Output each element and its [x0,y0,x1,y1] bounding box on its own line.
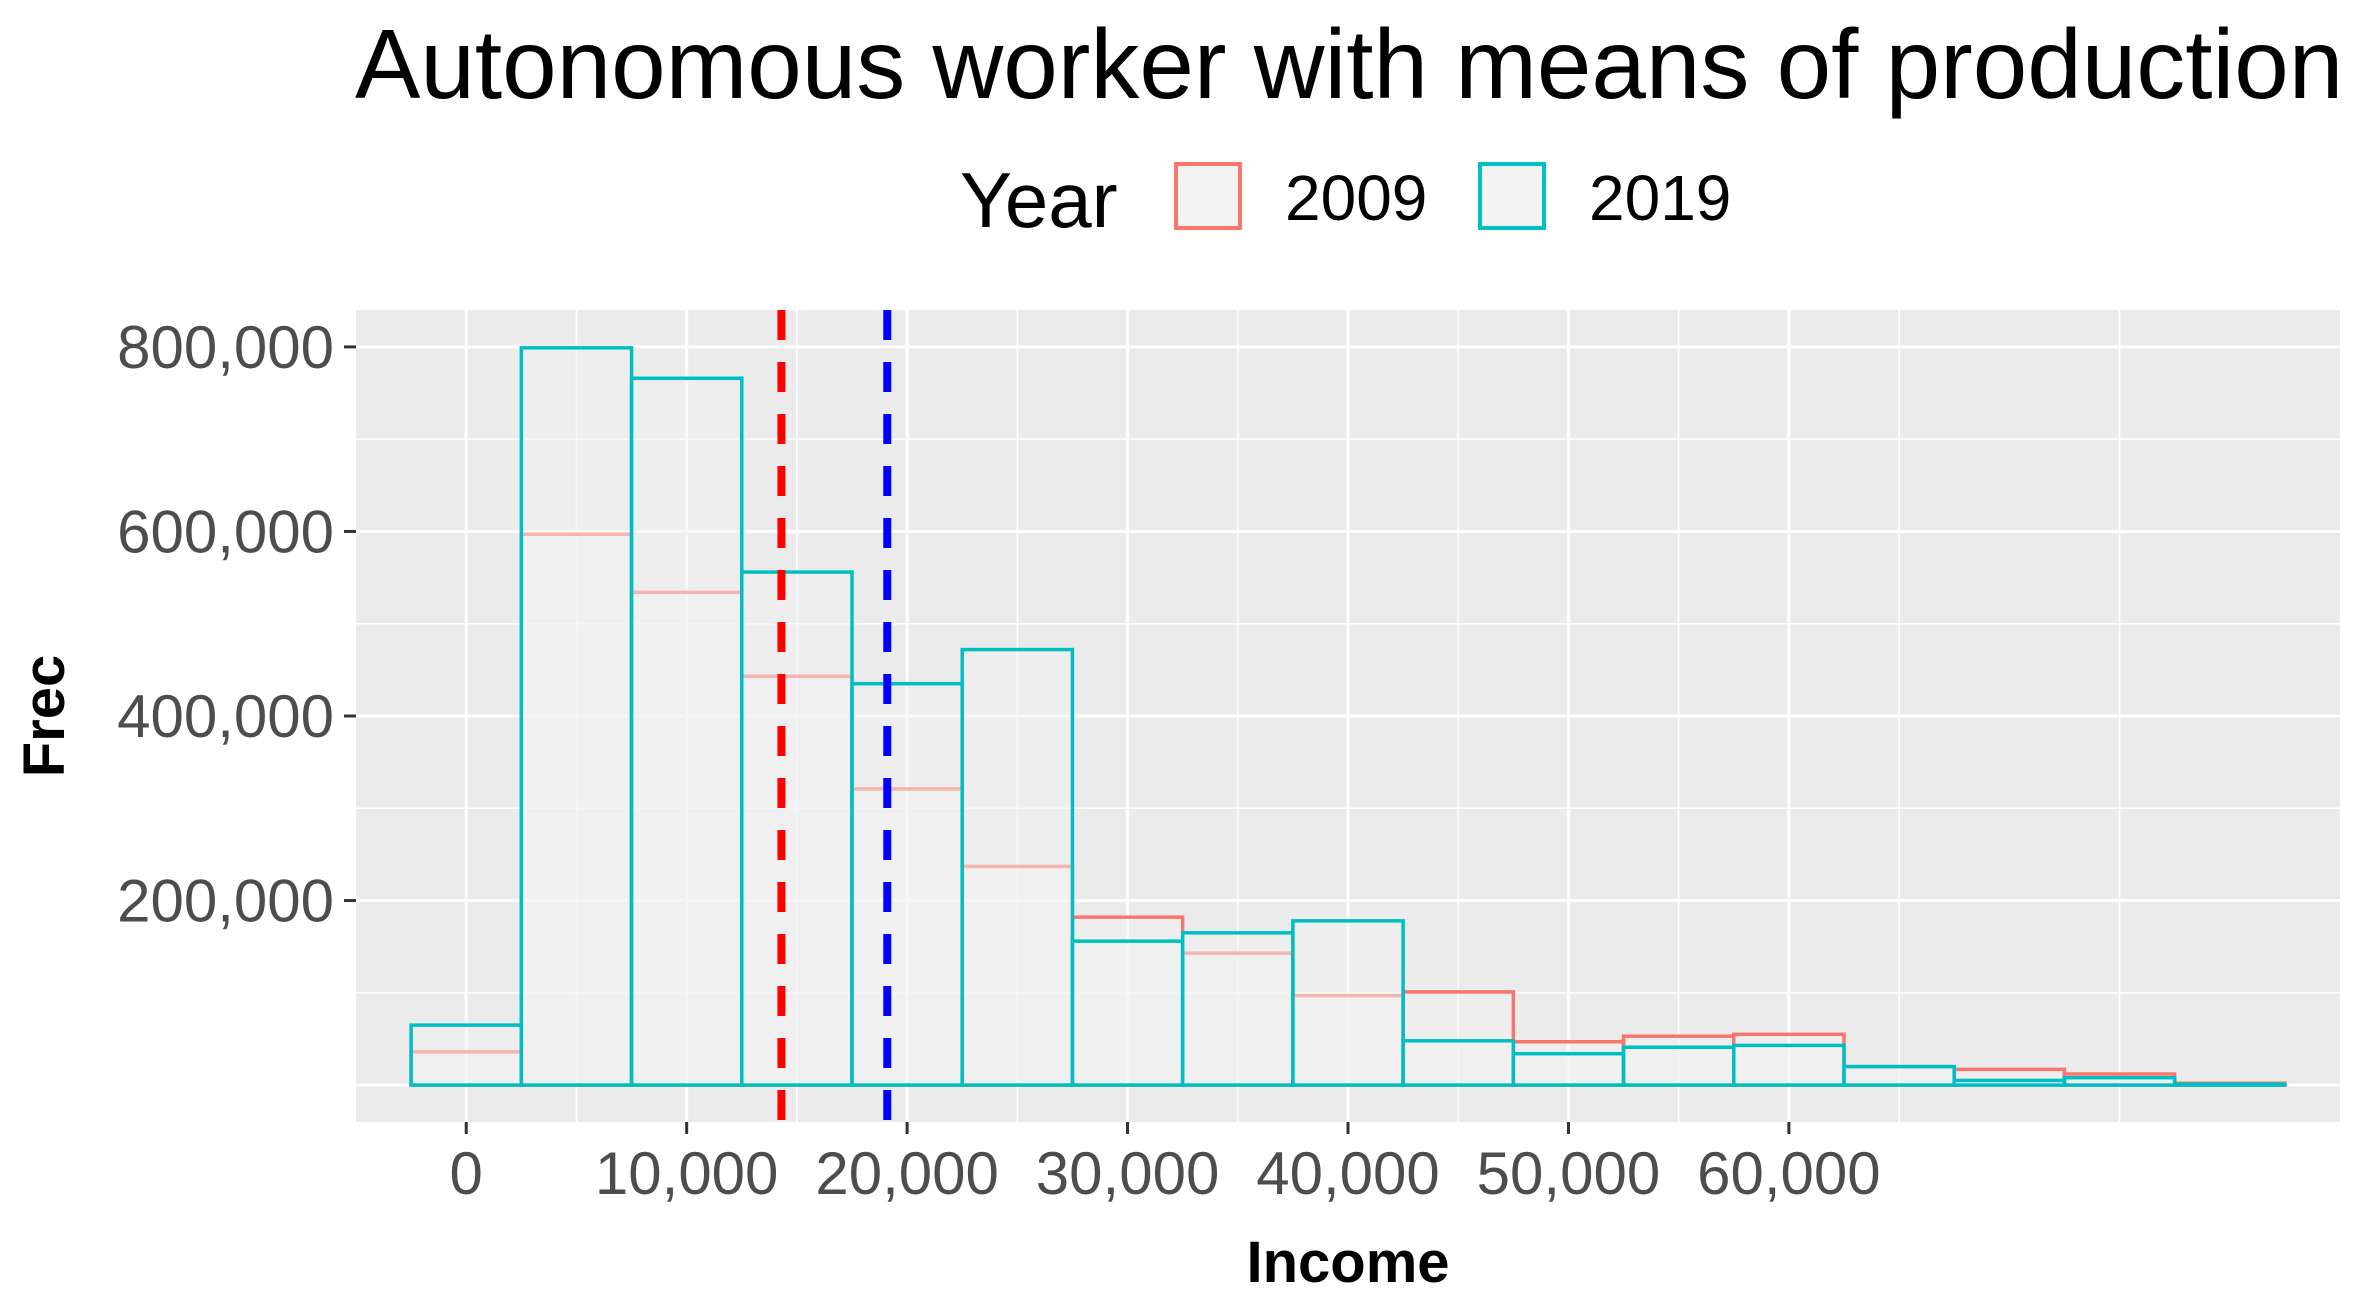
bar-2019-3 [740,570,854,1087]
xtick-label: 50,000 [1477,1140,1661,1207]
xtick-label: 30,000 [1036,1140,1220,1207]
bar-2019-10 [1511,1051,1626,1087]
x-axis-title: Income [1246,1230,1449,1295]
legend-title: Year [960,156,1118,244]
ytick-label: 400,000 [117,683,334,750]
xtick-label: 20,000 [815,1140,999,1207]
bar-2019-8 [1291,919,1405,1087]
bar-2019-9 [1401,1039,1516,1087]
bar-2019-7 [1180,931,1295,1087]
xtick-label: 10,000 [595,1140,779,1207]
bar-2019-15 [2062,1075,2177,1087]
xtick-label: 0 [450,1140,483,1207]
bar-2019-14 [1952,1078,2067,1087]
xtick-label: 40,000 [1256,1140,1440,1207]
bar-2019-1 [519,346,634,1087]
bar-2019-5 [960,647,1075,1087]
bar-2019-12 [1732,1043,1846,1087]
legend-key-2009 [1174,162,1242,230]
bar-2019-2 [629,376,744,1087]
bar-2019-13 [1842,1064,1956,1087]
ytick-label: 200,000 [117,868,334,935]
legend-label-2009: 2009 [1285,162,1428,234]
bar-2019-16 [2172,1082,2287,1087]
bar-2019-6 [1070,939,1185,1087]
y-axis-title: Frec [12,655,77,778]
legend-label-2019: 2019 [1589,162,1732,234]
xtick-label: 60,000 [1697,1140,1881,1207]
ytick-label: 600,000 [117,498,334,565]
chart-title: Autonomous worker with means of producti… [355,9,2344,119]
bar-2019-4 [850,681,964,1087]
ytick-label: 800,000 [117,314,334,381]
legend-key-2019 [1478,162,1546,230]
bar-2019-0 [409,1023,524,1087]
bar-2019-11 [1621,1045,1736,1087]
